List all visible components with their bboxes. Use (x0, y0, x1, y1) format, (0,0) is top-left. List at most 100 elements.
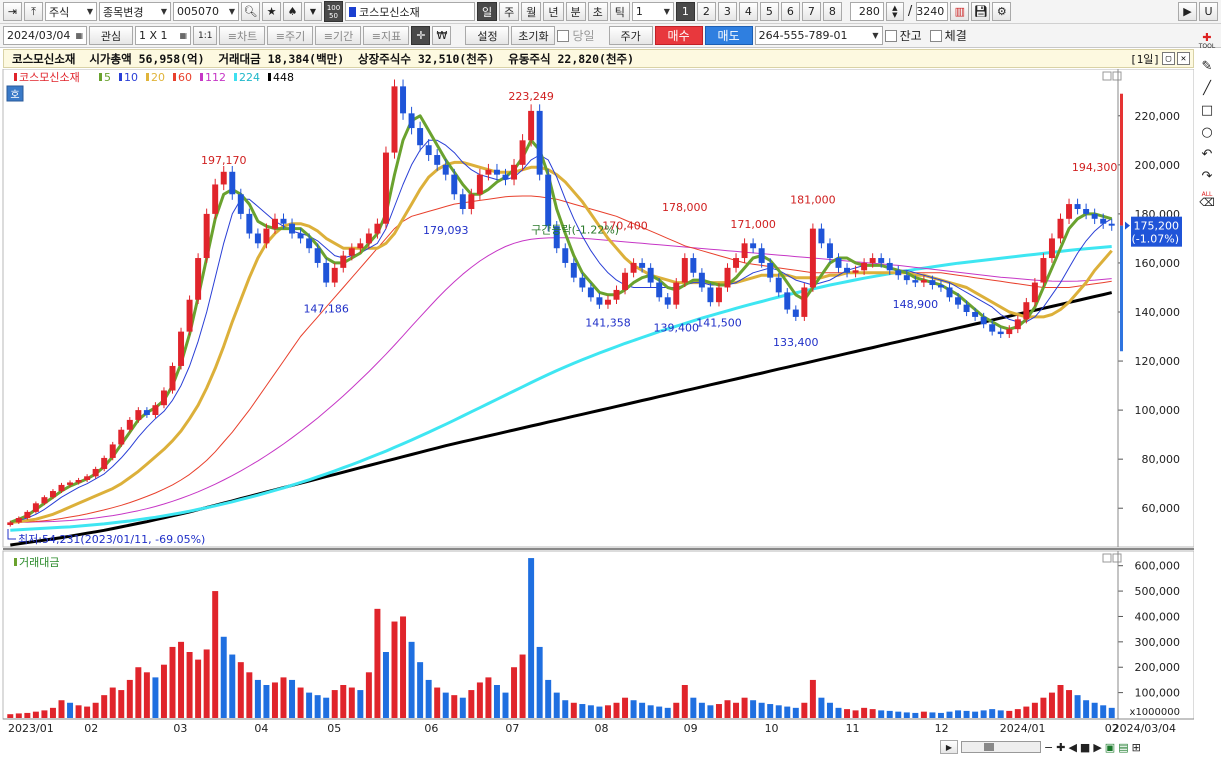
excel-icon[interactable]: ▣ (1104, 740, 1116, 754)
dropdown-icon[interactable]: ▼ (304, 2, 322, 21)
gear-icon[interactable]: ⚙ (992, 2, 1012, 21)
filled-checkbox[interactable]: 체결 (929, 27, 967, 44)
toolbar-secondary: 2024/03/04 ▦ 관심 1 X 1 ▦ 1:1 ≡차트 ≡주기 ≡기간 ≡지… (0, 24, 1221, 48)
layout-select[interactable]: 1 X 1 ▦ (135, 26, 191, 45)
preset-5-button[interactable]: 5 (759, 2, 779, 21)
period-value-select[interactable]: 1 ▼ (631, 2, 674, 21)
stock-name-field[interactable]: 코스모신소재 (345, 2, 475, 21)
rectangle-icon[interactable]: □ (1200, 103, 1214, 118)
next-icon[interactable]: ▶ (1093, 740, 1102, 754)
preset-6-button[interactable]: 6 (780, 2, 800, 21)
u-button[interactable]: U (1199, 2, 1218, 21)
tool-label: TOOL (1198, 43, 1216, 50)
candle-body (195, 258, 202, 300)
preset-8-button[interactable]: 8 (822, 2, 842, 21)
volume-bar (340, 685, 347, 718)
zoom-slider[interactable] (961, 741, 1041, 753)
candle-body (895, 270, 902, 276)
candle-body (579, 277, 586, 288)
preset-4-button[interactable]: 4 (738, 2, 758, 21)
reset-button[interactable]: 초기화 (511, 26, 556, 45)
save-icon[interactable]: 💾︎ (971, 2, 991, 21)
ratio-badge[interactable]: 100 50 (324, 1, 343, 22)
volume-bar (92, 702, 99, 718)
sell-button[interactable]: 매도 (704, 26, 753, 45)
one-one-button[interactable]: 1:1 (193, 26, 218, 45)
prev-icon[interactable]: ◀ (1068, 740, 1077, 754)
range-button[interactable]: ≡기간 (315, 26, 362, 45)
line-icon[interactable]: ╱ (1203, 81, 1211, 96)
volume-bar (673, 702, 680, 718)
won-button[interactable]: ₩ (432, 26, 452, 45)
legend-swatch (99, 73, 102, 81)
balance-checkbox[interactable]: 잔고 (884, 27, 922, 44)
scroll-right-icon[interactable]: ▶ (1178, 2, 1197, 21)
price-range-up-bar (1120, 93, 1123, 226)
crosshair-icon[interactable]: ✛ (411, 26, 431, 45)
period-year-tab[interactable]: 년 (543, 2, 564, 21)
top-icon[interactable]: ⤒ (24, 2, 43, 21)
settings-button[interactable]: 설정 (465, 26, 510, 45)
buy-button[interactable]: 매수 (654, 26, 703, 45)
indicator-button[interactable]: ≡지표 (363, 26, 410, 45)
preset-7-button[interactable]: 7 (801, 2, 821, 21)
period-button[interactable]: ≡주기 (267, 26, 314, 45)
erase-all-button[interactable]: ALL ⌫ (1197, 189, 1217, 208)
preset-2-button[interactable]: 2 (696, 2, 716, 21)
chevron-down-icon: ▼ (872, 31, 879, 40)
zoom-out-icon[interactable]: − (1044, 740, 1054, 754)
price-y-tick-label: 160,000 (1135, 257, 1181, 270)
stock-chart[interactable]: 220,000200,000180,000160,000140,000120,0… (0, 69, 1194, 737)
candle-type-icon[interactable]: ▥ (950, 2, 970, 21)
plus-icon[interactable]: ✚ (1056, 740, 1066, 754)
legend-item: 코스모신소재 (19, 71, 80, 84)
scroll-right-icon[interactable]: ▶ (940, 740, 958, 754)
candle-body (826, 243, 833, 259)
volume-bar (681, 685, 688, 718)
period-month-tab[interactable]: 월 (521, 2, 542, 21)
stop-icon[interactable]: ■ (1079, 740, 1091, 754)
period-tick-tab[interactable]: 틱 (609, 2, 630, 21)
price-button[interactable]: 주가 (608, 26, 653, 45)
count-stepper[interactable]: ▲ ▼ (885, 2, 904, 21)
tool-menu-button[interactable]: ✚ TOOL (1198, 31, 1216, 50)
close-icon[interactable]: ✕ (1177, 52, 1190, 65)
preset-1-button[interactable]: 1 (675, 2, 695, 21)
preset-3-button[interactable]: 3 (717, 2, 737, 21)
ma-224-line (10, 245, 1112, 532)
volume-bar (775, 705, 782, 718)
candle-body (715, 287, 722, 303)
count-input[interactable]: 280 (849, 2, 884, 21)
restore-icon[interactable]: ▢ (1162, 52, 1175, 65)
volume-bar (237, 662, 244, 718)
stock-code-input[interactable]: 005070 ▼ (173, 2, 239, 21)
period-day-tab[interactable]: 일 (477, 2, 498, 21)
volume-bar (835, 707, 842, 718)
volume-bar (852, 710, 859, 718)
period-second-tab[interactable]: 초 (587, 2, 608, 21)
interest-button[interactable]: 관심 (89, 26, 133, 45)
search-icon[interactable]: 🔍︎ (241, 2, 260, 21)
redo-icon[interactable]: ↷ (1201, 169, 1213, 184)
candle-body (562, 248, 569, 263)
spade-icon[interactable]: ♠ (283, 2, 302, 21)
volume-bar (920, 711, 927, 718)
account-select[interactable]: 264-555-789-01 ▼ (754, 26, 883, 45)
chart-button[interactable]: ≡차트 (219, 26, 266, 45)
undo-icon[interactable]: ↶ (1201, 147, 1213, 162)
circle-icon[interactable]: ○ (1201, 125, 1213, 140)
pencil-icon[interactable]: ✎ (1201, 59, 1213, 74)
period-minute-tab[interactable]: 분 (565, 2, 586, 21)
stock-change-select[interactable]: 종목변경 ▼ (99, 2, 171, 21)
legend-item: 10 (124, 71, 138, 84)
candle-body (92, 468, 99, 477)
star-icon[interactable]: ★ (262, 2, 281, 21)
period-week-tab[interactable]: 주 (499, 2, 520, 21)
date-input[interactable]: 2024/03/04 ▦ (3, 26, 87, 45)
today-checkbox[interactable]: 당일 (557, 27, 595, 44)
slider-thumb[interactable] (984, 743, 994, 751)
market-select[interactable]: 주식 ▼ (45, 2, 97, 21)
image-icon[interactable]: ▤ (1118, 740, 1129, 754)
print-icon[interactable]: ⊞ (1131, 740, 1141, 754)
pin-icon[interactable]: ⇥ (3, 2, 22, 21)
